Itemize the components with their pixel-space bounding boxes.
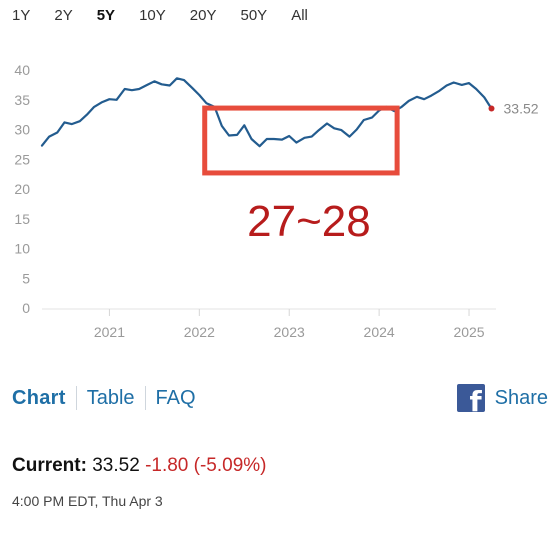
table-tab[interactable]: Table: [86, 386, 135, 409]
share-button[interactable]: f Share: [456, 384, 548, 412]
faq-tab[interactable]: FAQ: [155, 386, 196, 409]
divider: [75, 386, 77, 410]
range-50y-button[interactable]: 50Y: [240, 7, 268, 24]
y-tick-label: 30: [14, 122, 30, 138]
annotation-box: [202, 105, 400, 176]
range-selector: 1Y 2Y 5Y 10Y 20Y 50Y All: [12, 7, 332, 24]
share-label: Share: [494, 386, 548, 409]
y-tick-label: 20: [14, 181, 30, 197]
x-tick-label: 2022: [184, 324, 215, 340]
annotation-text: 27~28: [247, 197, 371, 246]
current-label: Current:: [12, 455, 87, 476]
y-tick-label: 40: [14, 62, 30, 78]
y-tick-label: 0: [22, 300, 30, 316]
y-tick-label: 25: [14, 151, 30, 167]
range-20y-button[interactable]: 20Y: [189, 7, 217, 24]
current-value: Current: 33.52 -1.80 (-5.09%): [12, 455, 267, 477]
y-tick-label: 10: [14, 241, 30, 257]
range-1y-button[interactable]: 1Y: [12, 7, 31, 24]
x-tick-label: 2025: [453, 324, 484, 340]
divider: [144, 386, 146, 410]
range-all-button[interactable]: All: [291, 7, 308, 24]
y-tick-label: 5: [22, 270, 30, 286]
range-5y-button[interactable]: 5Y: [96, 7, 116, 24]
range-10y-button[interactable]: 10Y: [139, 7, 166, 24]
y-tick-label: 15: [14, 211, 30, 227]
x-tick-label: 2024: [364, 324, 395, 340]
y-tick-label: 35: [14, 92, 30, 108]
facebook-icon: f: [456, 384, 485, 412]
current-price: 33.52: [92, 455, 140, 476]
series-line: [40, 77, 493, 148]
range-2y-button[interactable]: 2Y: [54, 7, 73, 24]
chart-tab[interactable]: Chart: [12, 386, 66, 409]
last-point-marker: [488, 105, 495, 112]
view-nav: Chart Table FAQ: [12, 386, 196, 410]
x-tick-label: 2023: [274, 324, 305, 340]
last-value-label: 33.52: [504, 101, 539, 117]
timestamp: 4:00 PM EDT, Thu Apr 3: [12, 493, 163, 509]
current-change: -1.80 (-5.09%): [145, 455, 267, 476]
x-tick-label: 2021: [94, 324, 125, 340]
